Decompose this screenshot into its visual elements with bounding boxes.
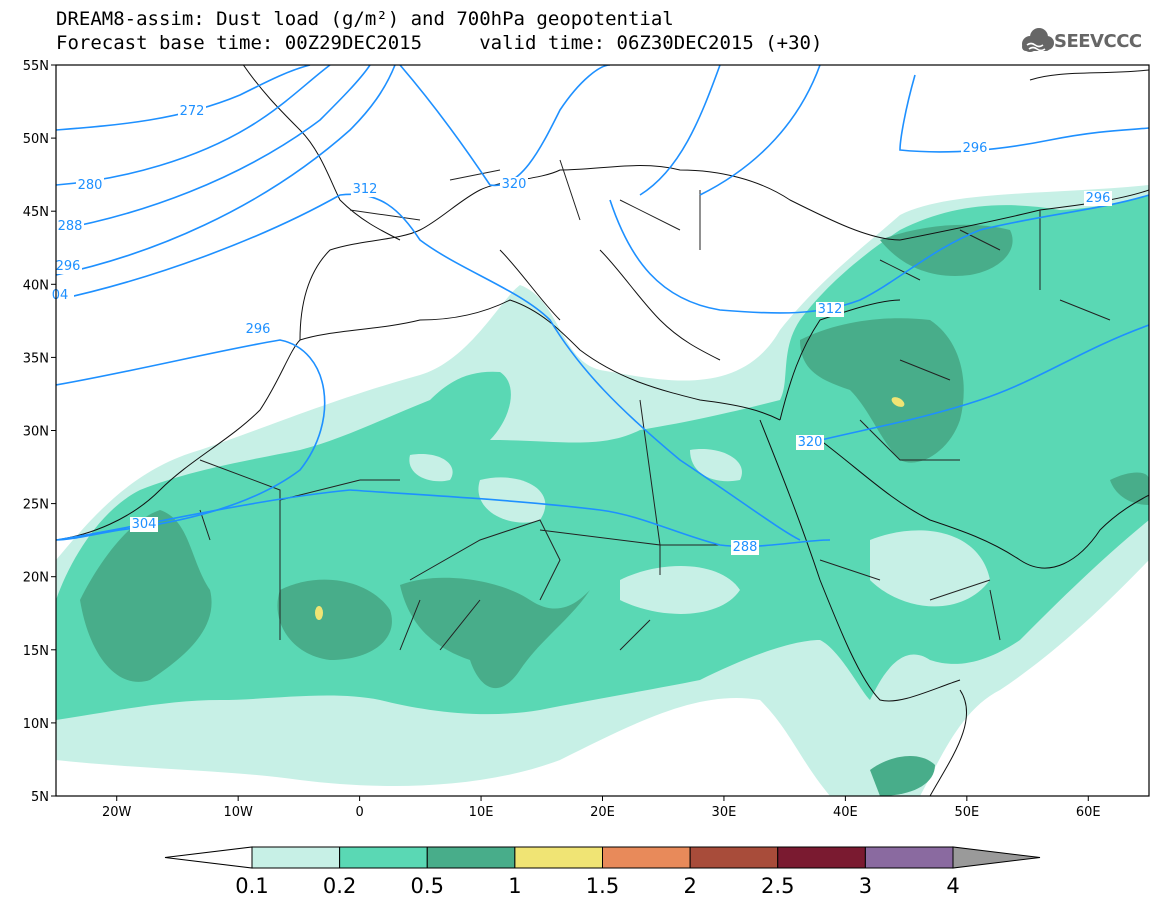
contour-label: 272 xyxy=(180,104,205,119)
contour-label: 320 xyxy=(502,177,527,192)
latitude-axis: 55N 50N 45N 40N 35N 30N 25N 20N 15N 10N 5N xyxy=(23,59,56,805)
lon-tick-label: 0 xyxy=(355,805,363,820)
lat-tick-label: 20N xyxy=(23,571,49,586)
colorbar-label: 0.5 xyxy=(411,874,444,898)
contour-label-bg xyxy=(796,435,824,450)
lat-tick-label: 40N xyxy=(23,278,49,293)
map-title: DREAM8-assim: Dust load (g/m²) and 700hP… xyxy=(56,8,674,30)
colorbar-label: 2.5 xyxy=(761,874,794,898)
contour-label: 288 xyxy=(58,219,83,234)
coastlines xyxy=(56,65,1149,796)
colorbar-swatch xyxy=(339,846,428,869)
contour-label-bg xyxy=(1084,191,1112,206)
colorbar-over-arrow xyxy=(952,846,1041,869)
colorbar xyxy=(164,846,1041,869)
contour-label-bg xyxy=(54,259,82,274)
lon-tick-label: 60E xyxy=(1076,805,1101,820)
contour-label-bg xyxy=(731,540,759,555)
colorbar-swatch xyxy=(426,846,516,869)
dust-level-0.5 xyxy=(80,510,212,682)
longitude-axis: 20W 10W 0 10E 20E 30E 40E 50E 60E xyxy=(102,796,1101,820)
colorbar-under-arrow xyxy=(164,846,253,869)
lon-tick-label: 10E xyxy=(469,805,494,820)
lat-tick-label: 10N xyxy=(23,717,49,732)
lat-tick-label: 25N xyxy=(23,498,49,513)
colorbar-label: 3 xyxy=(859,874,872,898)
contour-label-bg xyxy=(56,219,84,234)
lat-tick-label: 35N xyxy=(23,351,49,366)
lat-tick-label: 5N xyxy=(31,790,49,805)
colorbar-label: 0.2 xyxy=(323,874,356,898)
contour-label-bg xyxy=(46,288,74,303)
lat-tick-label: 30N xyxy=(23,425,49,440)
contour-label-bg xyxy=(130,517,158,532)
contour-label-bg xyxy=(178,104,206,119)
lon-tick-label: 10W xyxy=(223,805,253,820)
contour-label: 312 xyxy=(818,302,843,317)
dust-shading xyxy=(56,185,1149,796)
colorbar-label: 0.1 xyxy=(235,874,268,898)
contour-label-bg xyxy=(816,302,844,317)
colorbar-swatch xyxy=(864,846,954,869)
colorbar-labels: 0.1 0.2 0.5 1 1.5 2 2.5 3 4 xyxy=(235,874,959,898)
colorbar-label: 1 xyxy=(508,874,521,898)
contour-label: 288 xyxy=(733,540,758,555)
colorbar-label: 4 xyxy=(946,874,959,898)
contour-label: 320 xyxy=(798,435,823,450)
colorbar-swatch xyxy=(602,846,691,869)
lon-tick-label: 40E xyxy=(833,805,858,820)
lat-tick-label: 55N xyxy=(23,59,49,74)
contour-label: 296 xyxy=(246,322,271,337)
colorbar-swatch xyxy=(689,846,779,869)
lat-tick-label: 50N xyxy=(23,132,49,147)
contour-label: 304 xyxy=(132,517,157,532)
cloud-logo-icon xyxy=(1022,28,1054,52)
dust-level-1 xyxy=(315,606,323,620)
contour-label-bg xyxy=(351,182,379,197)
contour-label: 312 xyxy=(353,182,378,197)
colorbar-label: 1.5 xyxy=(586,874,619,898)
contour-label: 280 xyxy=(78,178,103,193)
lon-tick-label: 20W xyxy=(102,805,132,820)
lat-tick-label: 45N xyxy=(23,205,49,220)
contour-label-bg xyxy=(244,322,272,337)
contour-label-bg xyxy=(500,177,528,192)
colorbar-label: 2 xyxy=(683,874,696,898)
contour-label: 296 xyxy=(1086,191,1111,206)
lat-tick-label: 15N xyxy=(23,644,49,659)
logo-text: SEEVCCC xyxy=(1054,31,1142,52)
lon-tick-label: 50E xyxy=(954,805,979,820)
contour-label: 04 xyxy=(52,288,69,303)
lon-tick-label: 20E xyxy=(590,805,615,820)
geopotential-contours xyxy=(56,65,1149,548)
map-subtitle-times: Forecast base time: 00Z29DEC2015 valid t… xyxy=(56,32,823,54)
contour-labels: 272 280 288 296 04 312 320 296 304 312 320 288 296 29… xyxy=(46,104,1112,555)
lon-tick-label: 30E xyxy=(712,805,737,820)
colorbar-swatch xyxy=(251,846,341,869)
contour-label: 296 xyxy=(963,141,988,156)
contour-label-bg xyxy=(76,178,104,193)
contour-label: 296 xyxy=(56,259,81,274)
colorbar-swatch xyxy=(514,846,603,869)
contour-label-bg xyxy=(961,141,989,156)
colorbar-swatch xyxy=(777,846,866,869)
